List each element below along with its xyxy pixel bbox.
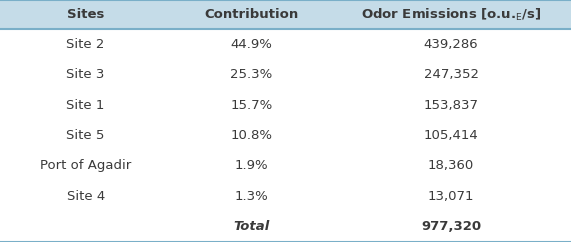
Text: 15.7%: 15.7% [230, 99, 272, 112]
Text: 18,360: 18,360 [428, 159, 474, 173]
Text: 105,414: 105,414 [424, 129, 478, 142]
FancyBboxPatch shape [0, 0, 571, 29]
Text: 10.8%: 10.8% [230, 129, 272, 142]
Text: Site 1: Site 1 [66, 99, 105, 112]
Text: Site 2: Site 2 [66, 38, 105, 51]
Text: 439,286: 439,286 [424, 38, 478, 51]
Text: 25.3%: 25.3% [230, 68, 272, 81]
Text: Total: Total [233, 220, 270, 233]
Text: Site 3: Site 3 [66, 68, 105, 81]
Text: 13,071: 13,071 [428, 190, 475, 203]
Text: 153,837: 153,837 [424, 99, 478, 112]
Text: 1.9%: 1.9% [235, 159, 268, 173]
Text: Site 4: Site 4 [67, 190, 104, 203]
Text: Odor Emissions [o.u.$_\mathrm{E}$/s]: Odor Emissions [o.u.$_\mathrm{E}$/s] [361, 7, 541, 23]
Text: 247,352: 247,352 [424, 68, 478, 81]
Text: 44.9%: 44.9% [230, 38, 272, 51]
Text: Port of Agadir: Port of Agadir [40, 159, 131, 173]
Text: Sites: Sites [67, 8, 104, 21]
Text: 977,320: 977,320 [421, 220, 481, 233]
Text: 1.3%: 1.3% [234, 190, 268, 203]
Text: Site 5: Site 5 [66, 129, 105, 142]
Text: Contribution: Contribution [204, 8, 299, 21]
